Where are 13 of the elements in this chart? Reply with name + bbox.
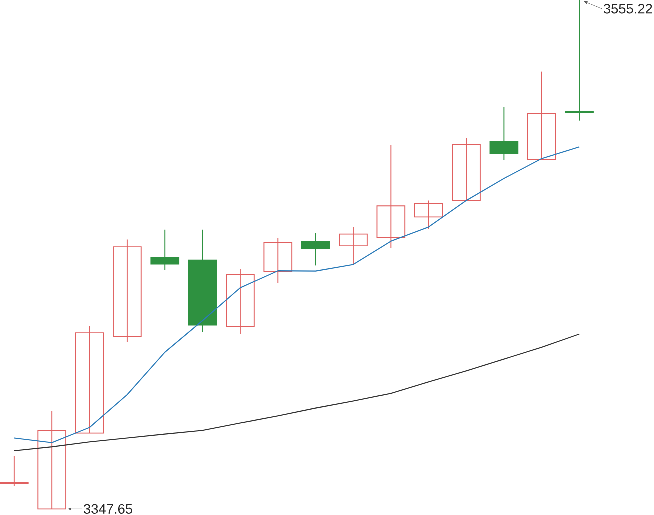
candlestick: [226, 268, 255, 335]
candlestick: [414, 200, 444, 230]
candlestick: [264, 238, 293, 284]
candlestick: [38, 410, 67, 510]
text: 3555.22: [604, 4, 652, 14]
candlestick: [452, 138, 481, 201]
annotation: 3347.65: [84, 504, 132, 514]
candlestick: [0, 456, 29, 486]
candlestick: [376, 144, 406, 248]
candlestick: [339, 226, 368, 264]
candlestick: [113, 239, 142, 343]
candlestick: [527, 71, 556, 160]
candlestick: [75, 326, 104, 434]
